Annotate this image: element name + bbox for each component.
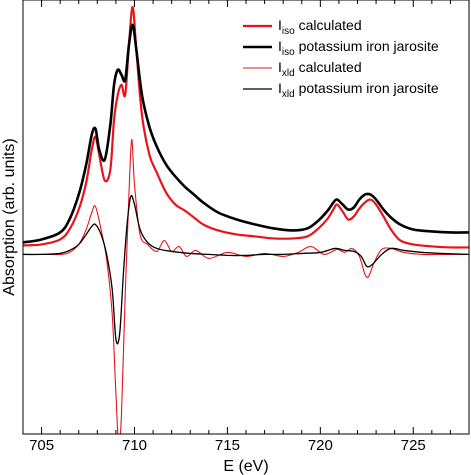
x-tick-label: 725 [401, 437, 426, 454]
x-axis-ticks: 705 710 715 720 725 [22, 0, 470, 454]
y-axis-label: Absorption (arb. units) [1, 138, 18, 295]
series-line-iso-jarosite [23, 23, 469, 244]
legend-entry: Iiso potassium iron jarosite [278, 38, 439, 58]
x-tick-label: 715 [215, 437, 240, 454]
series-line-xld-jarosite [23, 194, 469, 345]
series-line-xld-calculated [23, 139, 469, 434]
legend-entry: Iiso calculated [278, 17, 362, 37]
x-axis-label: E (eV) [223, 458, 268, 475]
x-tick-label: 705 [29, 437, 54, 454]
x-tick-label: 710 [122, 437, 147, 454]
legend-entry: Ixld calculated [278, 59, 362, 79]
x-tick-label: 720 [308, 437, 333, 454]
plot-background [23, 0, 469, 434]
series-curves [23, 5, 469, 434]
legend-entry: Ixld potassium iron jarosite [278, 80, 439, 100]
series-line-iso-calculated [23, 5, 469, 249]
